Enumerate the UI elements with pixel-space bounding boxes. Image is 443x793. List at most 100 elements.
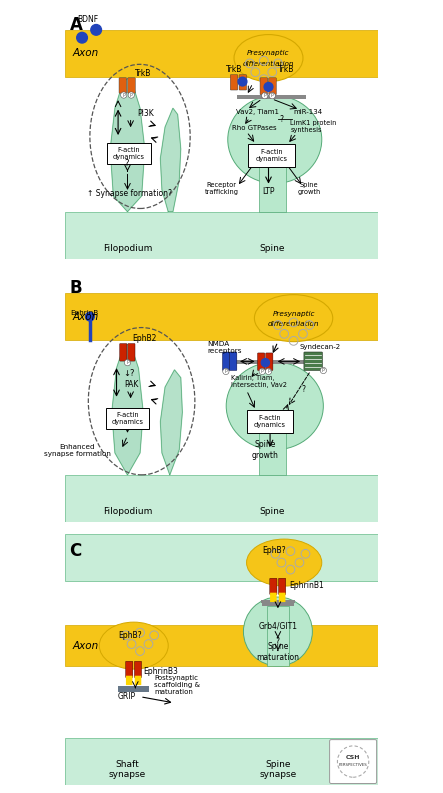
- Text: Spine
growth: Spine growth: [298, 182, 321, 195]
- Text: LTP: LTP: [262, 187, 275, 197]
- Text: miR-134: miR-134: [294, 109, 323, 116]
- FancyBboxPatch shape: [108, 143, 151, 164]
- Circle shape: [124, 359, 131, 366]
- Ellipse shape: [99, 623, 168, 669]
- FancyBboxPatch shape: [237, 94, 306, 99]
- FancyBboxPatch shape: [134, 661, 142, 677]
- FancyBboxPatch shape: [128, 343, 135, 361]
- FancyBboxPatch shape: [65, 534, 378, 581]
- Polygon shape: [110, 79, 145, 212]
- FancyBboxPatch shape: [260, 78, 268, 94]
- Text: PI3K: PI3K: [137, 109, 154, 118]
- FancyBboxPatch shape: [270, 578, 277, 595]
- Text: EphB2: EphB2: [132, 334, 156, 343]
- Text: B: B: [70, 279, 82, 297]
- Circle shape: [128, 92, 134, 98]
- Text: Rho GTPases: Rho GTPases: [233, 125, 277, 131]
- Circle shape: [223, 368, 229, 374]
- Text: EphB?: EphB?: [262, 546, 286, 555]
- FancyBboxPatch shape: [120, 343, 127, 361]
- FancyBboxPatch shape: [65, 625, 378, 666]
- Text: F-actin
dynamics: F-actin dynamics: [254, 415, 286, 428]
- FancyBboxPatch shape: [128, 78, 135, 93]
- Text: PERSPECTIVES: PERSPECTIVES: [339, 763, 368, 767]
- Text: TrkB: TrkB: [135, 69, 152, 79]
- Text: ?: ?: [276, 637, 280, 646]
- Text: ?: ?: [301, 385, 305, 394]
- Circle shape: [264, 82, 273, 91]
- Text: Receptor
trafficking: Receptor trafficking: [205, 182, 238, 195]
- Text: ?: ?: [124, 159, 129, 168]
- Text: ↑ Synapse formation?: ↑ Synapse formation?: [87, 189, 172, 198]
- Text: P: P: [126, 360, 129, 365]
- FancyBboxPatch shape: [279, 578, 286, 595]
- Polygon shape: [112, 345, 143, 475]
- Ellipse shape: [226, 362, 323, 450]
- Circle shape: [85, 312, 94, 321]
- Text: Shaft
synapse: Shaft synapse: [109, 760, 146, 780]
- Text: EphrinB1: EphrinB1: [289, 580, 324, 590]
- FancyBboxPatch shape: [106, 408, 149, 429]
- Text: Enhanced
synapse formation: Enhanced synapse formation: [44, 444, 111, 457]
- FancyBboxPatch shape: [222, 352, 229, 370]
- Text: Spine
synapse: Spine synapse: [259, 760, 296, 780]
- Text: ↓?: ↓?: [123, 369, 134, 378]
- FancyBboxPatch shape: [266, 353, 273, 370]
- FancyBboxPatch shape: [279, 592, 285, 602]
- Circle shape: [269, 93, 276, 99]
- Text: P: P: [267, 369, 270, 374]
- Text: F-actin
dynamics: F-actin dynamics: [112, 412, 144, 425]
- FancyBboxPatch shape: [65, 212, 378, 259]
- Circle shape: [244, 597, 312, 666]
- Text: Postsynaptic
scaffolding &
maturation: Postsynaptic scaffolding & maturation: [154, 675, 200, 695]
- FancyBboxPatch shape: [260, 600, 295, 603]
- Text: P: P: [122, 93, 125, 98]
- Text: P: P: [225, 369, 227, 374]
- Text: P: P: [271, 93, 274, 98]
- Text: Vav2, Tiam1: Vav2, Tiam1: [236, 109, 279, 116]
- FancyBboxPatch shape: [126, 661, 133, 677]
- Text: Spine: Spine: [259, 507, 284, 516]
- Circle shape: [91, 25, 101, 35]
- Text: CSH: CSH: [346, 755, 360, 760]
- Ellipse shape: [228, 96, 322, 183]
- FancyBboxPatch shape: [65, 30, 378, 77]
- Text: ?: ?: [280, 115, 284, 125]
- Text: EphB?: EphB?: [118, 630, 142, 640]
- Text: Presynaptic: Presynaptic: [272, 310, 315, 316]
- Text: A: A: [70, 16, 82, 34]
- Text: differentiation: differentiation: [268, 321, 319, 328]
- Text: GRIP: GRIP: [118, 692, 136, 701]
- FancyBboxPatch shape: [304, 352, 323, 370]
- FancyBboxPatch shape: [247, 410, 293, 433]
- FancyBboxPatch shape: [119, 78, 127, 93]
- Text: TrkB: TrkB: [278, 65, 294, 75]
- Text: LimK1 protein
synthesis: LimK1 protein synthesis: [291, 120, 337, 132]
- Text: Filopodium: Filopodium: [103, 507, 152, 516]
- Text: Grb4/GIT1: Grb4/GIT1: [258, 622, 297, 630]
- FancyBboxPatch shape: [135, 676, 141, 685]
- FancyBboxPatch shape: [257, 353, 265, 370]
- Text: Spine: Spine: [259, 243, 284, 253]
- FancyBboxPatch shape: [118, 687, 149, 691]
- Text: BDNF: BDNF: [78, 15, 98, 24]
- Text: C: C: [70, 542, 82, 560]
- FancyBboxPatch shape: [65, 293, 378, 340]
- Circle shape: [262, 93, 268, 99]
- Circle shape: [261, 358, 269, 366]
- FancyBboxPatch shape: [249, 144, 295, 167]
- Text: EphrinB3: EphrinB3: [143, 667, 178, 676]
- Circle shape: [259, 368, 265, 374]
- Text: Spine
maturation: Spine maturation: [256, 642, 299, 661]
- Ellipse shape: [247, 539, 322, 586]
- FancyBboxPatch shape: [229, 352, 237, 370]
- Text: TrkB: TrkB: [226, 65, 243, 75]
- Text: PAK: PAK: [124, 380, 139, 389]
- FancyBboxPatch shape: [239, 75, 247, 90]
- Text: Axon: Axon: [73, 312, 99, 322]
- Text: P: P: [130, 93, 133, 98]
- Ellipse shape: [254, 295, 333, 342]
- Polygon shape: [160, 108, 181, 212]
- Text: NMDA
receptors: NMDA receptors: [207, 341, 242, 354]
- FancyBboxPatch shape: [259, 149, 286, 212]
